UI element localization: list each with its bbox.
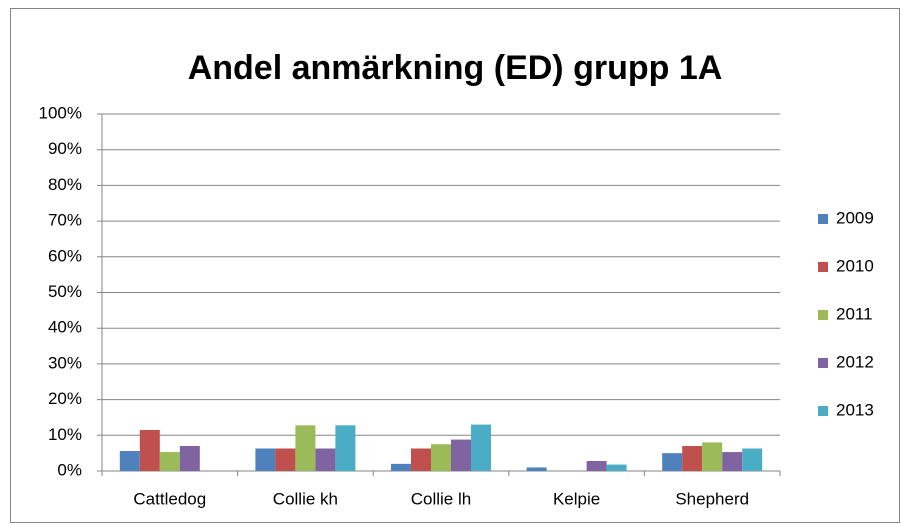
bar [471,424,491,471]
bar [722,452,743,471]
bar [179,446,200,471]
x-tick-label: Cattledog [133,489,206,508]
bar [411,448,431,471]
bar [682,446,703,471]
x-tick-label: Shepherd [675,489,749,508]
bar [451,439,471,471]
bar [275,448,296,471]
legend-swatch [818,406,828,416]
bar [526,467,547,471]
bar [335,425,356,471]
bar [431,444,451,471]
legend-label: 2011 [836,304,873,323]
y-tick-label: 80% [48,175,82,194]
bar [139,429,160,471]
bar [662,453,683,471]
legend-label: 2012 [836,352,874,371]
legend-swatch [818,310,828,320]
x-tick-label: Collie kh [273,489,338,508]
bar [742,448,763,471]
x-tick-label: Collie lh [411,489,471,508]
legend-label: 2013 [836,400,874,419]
bar [606,464,627,471]
bar [586,461,607,471]
legend-label: 2010 [836,256,874,275]
y-tick-label: 70% [48,211,82,230]
legend-label: 2009 [836,208,874,227]
y-tick-label: 40% [48,318,82,337]
bar [702,442,723,471]
bar [119,451,140,471]
y-tick-label: 100% [39,103,82,122]
y-tick-label: 0% [57,460,82,479]
bar [315,448,336,471]
bar [255,448,276,471]
chart-title: Andel anmärkning (ED) grupp 1A [188,49,723,87]
x-tick-label: Kelpie [553,489,600,508]
legend-swatch [818,214,828,224]
y-tick-label: 60% [48,246,82,265]
bar [391,463,411,471]
bar [159,452,180,471]
legend-swatch [818,262,828,272]
y-tick-label: 20% [48,389,82,408]
y-tick-label: 90% [48,139,82,158]
y-tick-label: 30% [48,353,82,372]
legend-swatch [818,358,828,368]
bar [295,425,316,471]
y-tick-label: 50% [48,282,82,301]
y-tick-label: 10% [48,425,82,444]
